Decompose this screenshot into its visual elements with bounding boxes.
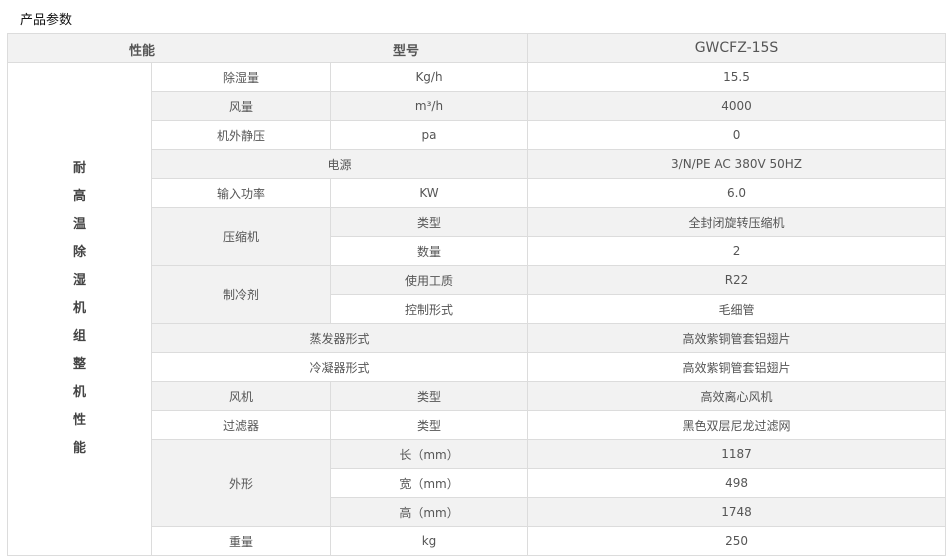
param-value: 6.0 <box>527 178 947 208</box>
param-value: 3/N/PE AC 380V 50HZ <box>527 149 947 179</box>
param-name: 制冷剂 <box>151 265 331 324</box>
product-params-table: 性能 型号 GWCFZ-15S 耐高温除湿机组整机性能 除湿量 Kg/h 15.… <box>6 33 947 556</box>
param-value: 高效离心风机 <box>527 381 947 411</box>
param-unit: KW <box>329 178 529 208</box>
param-value: 1187 <box>527 439 947 469</box>
header-cell: 性能 型号 <box>6 33 529 63</box>
table-row: 重量 kg 250 <box>8 526 947 556</box>
param-name: 电源 <box>150 149 529 179</box>
param-unit: 宽（mm） <box>329 468 529 498</box>
model-value: GWCFZ-15S <box>527 33 947 63</box>
param-unit: 长（mm） <box>329 439 529 469</box>
param-unit: 使用工质 <box>329 265 529 295</box>
category-cell: 耐高温除湿机组整机性能 <box>7 62 152 556</box>
table-row: 宽（mm） 498 <box>8 468 947 498</box>
param-unit: 类型 <box>329 207 529 237</box>
table-row: 控制形式 毛细管 <box>8 294 947 324</box>
param-value: 498 <box>527 468 947 498</box>
model-header: 型号 <box>392 44 420 59</box>
param-unit: m³/h <box>329 91 529 121</box>
param-unit: kg <box>329 526 529 556</box>
param-name: 输入功率 <box>151 178 331 208</box>
param-unit: 类型 <box>329 381 529 411</box>
param-unit: Kg/h <box>329 62 529 92</box>
table-row: 电源 3/N/PE AC 380V 50HZ <box>8 149 947 179</box>
param-value: 2 <box>527 236 947 266</box>
performance-header: 性能 <box>128 44 156 59</box>
table-row: 数量 2 <box>8 236 947 266</box>
param-unit: 数量 <box>329 236 529 266</box>
param-value: R22 <box>527 265 947 295</box>
table-row: 冷凝器形式 高效紫铜管套铝翅片 <box>8 352 947 382</box>
param-name: 过滤器 <box>151 410 331 440</box>
header-row: 性能 型号 GWCFZ-15S <box>6 33 947 63</box>
category-char: 性 <box>72 413 86 428</box>
param-unit: pa <box>329 120 529 150</box>
category-char: 机 <box>72 301 86 316</box>
param-value: 1748 <box>527 497 947 527</box>
param-value: 15.5 <box>527 62 947 92</box>
param-value: 高效紫铜管套铝翅片 <box>527 352 947 382</box>
param-value: 0 <box>527 120 947 150</box>
table-row: 高（mm） 1748 <box>8 497 947 527</box>
category-char: 机 <box>72 385 86 400</box>
param-value: 黑色双层尼龙过滤网 <box>527 410 947 440</box>
category-char: 温 <box>72 217 86 232</box>
param-value: 4000 <box>527 91 947 121</box>
param-value: 毛细管 <box>527 294 947 324</box>
param-name: 风机 <box>151 381 331 411</box>
category-char: 耐 <box>72 161 86 176</box>
table-row: 风量 m³/h 4000 <box>8 91 947 121</box>
param-name: 重量 <box>151 526 331 556</box>
param-value: 250 <box>527 526 947 556</box>
category-char: 整 <box>72 357 86 372</box>
param-name: 外形 <box>151 439 331 527</box>
category-char: 高 <box>72 189 86 204</box>
category-char: 组 <box>72 329 86 344</box>
param-name: 压缩机 <box>151 207 331 266</box>
param-name: 蒸发器形式 <box>150 323 529 353</box>
param-name: 风量 <box>151 91 331 121</box>
param-name: 冷凝器形式 <box>150 352 529 382</box>
table-row: 耐高温除湿机组整机性能 除湿量 Kg/h 15.5 <box>7 62 947 556</box>
param-name: 除湿量 <box>151 62 331 92</box>
table-row: 机外静压 pa 0 <box>8 120 947 150</box>
category-char: 除 <box>72 245 86 260</box>
category-char: 湿 <box>72 273 86 288</box>
param-unit: 控制形式 <box>329 294 529 324</box>
table-row: 制冷剂 使用工质 R22 <box>8 265 947 324</box>
param-value: 高效紫铜管套铝翅片 <box>527 323 947 353</box>
param-value: 全封闭旋转压缩机 <box>527 207 947 237</box>
param-unit: 类型 <box>329 410 529 440</box>
table-row: 过滤器 类型 黑色双层尼龙过滤网 <box>8 410 947 440</box>
param-name: 机外静压 <box>151 120 331 150</box>
table-row: 风机 类型 高效离心风机 <box>8 381 947 411</box>
category-char: 能 <box>72 441 86 456</box>
param-unit: 高（mm） <box>329 497 529 527</box>
section-title: 产品参数 <box>20 13 73 28</box>
